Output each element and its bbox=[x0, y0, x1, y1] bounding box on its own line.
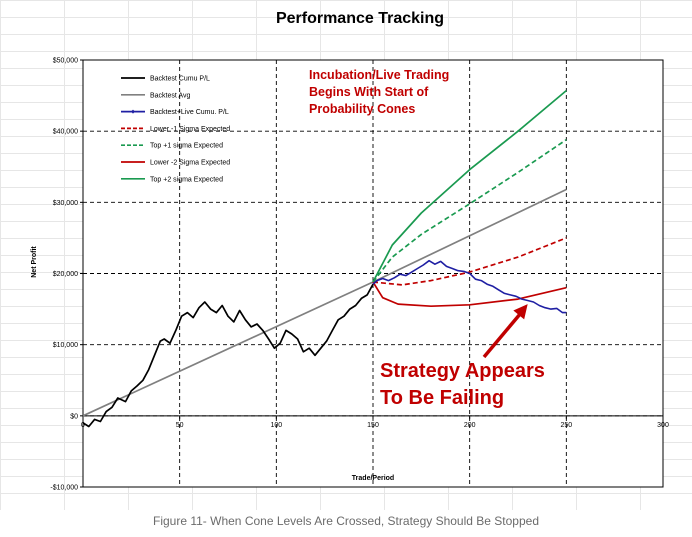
x-tick-label: 100 bbox=[270, 422, 282, 429]
chart-title: Performance Tracking bbox=[276, 10, 444, 27]
series-layer bbox=[82, 89, 567, 428]
x-tick-label: 300 bbox=[657, 422, 669, 429]
y-tick-label: $20,000 bbox=[53, 271, 78, 278]
annotation-incubation-line: Probability Cones bbox=[309, 102, 415, 116]
annotation-incubation-line: Incubation/Live Trading bbox=[309, 68, 449, 82]
x-tick-label: 250 bbox=[560, 422, 572, 429]
legend-label: Lower -1 Sigma Expected bbox=[150, 126, 230, 133]
legend-label: Top +2 sigma Expected bbox=[150, 176, 223, 183]
series-line-3 bbox=[372, 237, 567, 286]
y-tick-label: $30,000 bbox=[53, 200, 78, 207]
y-tick-label: $10,000 bbox=[53, 342, 78, 349]
legend-label: Backtest+Live Cumu. P/L bbox=[150, 109, 229, 116]
y-tick-label: -$10,000 bbox=[50, 485, 78, 492]
annotation-arrow-head bbox=[513, 304, 528, 320]
series-line-5 bbox=[372, 281, 567, 308]
annotation-failing-line: To Be Failing bbox=[380, 387, 504, 409]
legend-label: Backtest Avg bbox=[150, 92, 190, 99]
legend-marker bbox=[131, 109, 135, 114]
x-axis-ticks: 0 50 100 150 200 250 300 bbox=[81, 415, 669, 429]
x-axis-label: Trade/Period bbox=[352, 475, 394, 482]
annotation-incubation-line: Begins With Start of bbox=[309, 85, 429, 99]
y-tick-label: $40,000 bbox=[53, 129, 78, 136]
x-tick-label: 150 bbox=[367, 422, 379, 429]
x-tick-label: 200 bbox=[464, 422, 476, 429]
y-axis-label: Net Profit bbox=[31, 246, 38, 278]
x-tick-label: 0 bbox=[81, 422, 85, 429]
series-line-0 bbox=[82, 283, 374, 428]
y-tick-label: $50,000 bbox=[53, 58, 78, 65]
series-line-2 bbox=[372, 259, 567, 314]
legend: Backtest Cumu P/L Backtest Avg Backtest+Li… bbox=[121, 76, 230, 183]
series-line-6 bbox=[372, 89, 567, 283]
legend-label: Top +1 sigma Expected bbox=[150, 143, 223, 150]
y-axis-ticks: -$10,000 $0 $10,000 $20,000 $30,000 $40,000 $5… bbox=[50, 58, 83, 492]
legend-label: Lower -2 Sigma Expected bbox=[150, 160, 230, 167]
annotation-arrow-shaft bbox=[482, 310, 524, 359]
series-line-4 bbox=[372, 138, 567, 283]
chart: Performance Tracking 0 50 100 150 200 250 300 … bbox=[31, 10, 669, 492]
annotation-failing-line: Strategy Appears bbox=[380, 360, 545, 382]
legend-label: Backtest Cumu P/L bbox=[150, 76, 210, 83]
x-tick-label: 50 bbox=[176, 422, 184, 429]
annotations: Incubation/Live Trading Begins With Start… bbox=[309, 68, 545, 409]
figure-caption: Figure 11- When Cone Levels Are Crossed,… bbox=[153, 514, 539, 528]
y-tick-label: $0 bbox=[70, 413, 78, 420]
